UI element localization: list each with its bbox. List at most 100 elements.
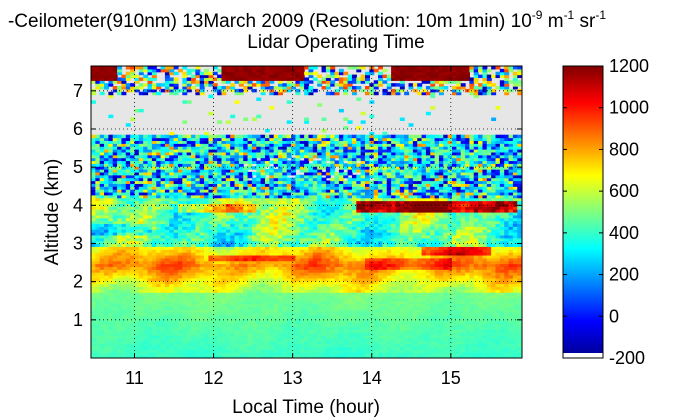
heatmap-cell bbox=[164, 77, 170, 81]
heatmap-cell bbox=[156, 340, 162, 345]
heatmap-cell bbox=[125, 220, 131, 225]
heatmap-cell bbox=[160, 189, 166, 193]
heatmap-cell bbox=[138, 108, 144, 113]
heatmap-cell bbox=[130, 166, 136, 170]
heatmap-cell bbox=[91, 283, 96, 288]
heatmap-cell bbox=[204, 300, 210, 305]
heatmap-cell bbox=[282, 83, 288, 87]
heatmap-cell bbox=[247, 260, 253, 265]
heatmap-cell bbox=[282, 154, 288, 159]
heatmap-cell bbox=[177, 203, 183, 207]
heatmap-cell bbox=[108, 352, 114, 356]
heatmap-cell bbox=[291, 297, 297, 302]
heatmap-cell bbox=[121, 286, 127, 290]
heatmap-cell bbox=[338, 312, 344, 316]
heatmap-cell bbox=[260, 68, 266, 73]
heatmap-cell bbox=[160, 160, 166, 164]
heatmap-cell bbox=[282, 300, 288, 305]
heatmap-cell bbox=[173, 232, 179, 236]
heatmap-cell bbox=[182, 317, 188, 322]
heatmap-cell bbox=[295, 349, 301, 353]
heatmap-cell bbox=[125, 254, 131, 259]
heatmap-cell bbox=[304, 252, 310, 256]
heatmap-cell bbox=[138, 257, 144, 262]
heatmap-cell bbox=[251, 160, 257, 164]
heatmap-cell bbox=[160, 229, 166, 233]
heatmap-cell bbox=[186, 149, 192, 153]
heatmap-cell bbox=[160, 140, 166, 144]
heatmap-cell bbox=[212, 86, 218, 90]
heatmap-cell bbox=[199, 157, 205, 162]
heatmap-cell bbox=[330, 295, 336, 299]
heatmap-cell bbox=[121, 320, 127, 325]
heatmap-cell bbox=[108, 160, 114, 164]
heatmap-cell bbox=[334, 154, 340, 159]
heatmap-cell bbox=[143, 240, 149, 245]
heatmap-cell bbox=[151, 349, 157, 353]
heatmap-cell bbox=[182, 163, 188, 167]
heatmap-cell bbox=[186, 68, 192, 73]
heatmap-cell bbox=[164, 349, 170, 353]
heatmap-cell bbox=[243, 226, 249, 230]
heatmap-cell bbox=[121, 226, 127, 230]
heatmap-cell bbox=[299, 309, 305, 313]
heatmap-cell bbox=[325, 295, 331, 299]
heatmap-cell bbox=[177, 226, 183, 230]
heatmap-cell bbox=[186, 71, 192, 76]
heatmap-cell bbox=[212, 309, 218, 313]
heatmap-cell bbox=[199, 323, 205, 328]
heatmap-cell bbox=[256, 206, 262, 210]
heatmap-cell bbox=[99, 163, 105, 167]
heatmap-cell bbox=[138, 252, 144, 256]
heatmap-cell bbox=[299, 257, 305, 262]
heatmap-cell bbox=[251, 249, 257, 253]
heatmap-cell bbox=[338, 134, 344, 139]
heatmap-cell bbox=[169, 232, 175, 236]
heatmap-cell bbox=[234, 297, 240, 302]
heatmap-cell bbox=[182, 346, 188, 351]
heatmap-cell bbox=[147, 189, 153, 193]
heatmap-cell bbox=[164, 254, 170, 259]
heatmap-cell bbox=[164, 68, 170, 73]
heatmap-cell bbox=[304, 326, 310, 330]
heatmap-cell bbox=[117, 280, 123, 285]
heatmap-cell bbox=[264, 269, 270, 273]
heatmap-cell bbox=[243, 171, 249, 176]
heatmap-cell bbox=[251, 117, 257, 121]
heatmap-cell bbox=[278, 180, 283, 184]
heatmap-cell bbox=[186, 206, 192, 210]
heatmap-cell bbox=[221, 249, 227, 253]
heatmap-cell bbox=[108, 80, 114, 84]
heatmap-cell bbox=[225, 252, 231, 256]
heatmap-cell bbox=[247, 252, 253, 256]
heatmap-cell bbox=[234, 234, 240, 239]
heatmap-cell bbox=[312, 180, 318, 184]
heatmap-cell bbox=[147, 134, 153, 139]
heatmap-cell bbox=[169, 246, 175, 250]
heatmap-cell bbox=[112, 249, 118, 253]
heatmap-cell bbox=[169, 212, 175, 216]
heatmap-cell bbox=[299, 269, 305, 273]
heatmap-cell bbox=[173, 180, 179, 184]
heatmap-cell bbox=[234, 260, 240, 265]
heatmap-cell bbox=[243, 77, 249, 81]
heatmap-cell bbox=[343, 355, 349, 358]
heatmap-cell bbox=[173, 77, 179, 81]
heatmap-cell bbox=[112, 86, 118, 90]
heatmap-cell bbox=[95, 263, 101, 267]
heatmap-cell bbox=[317, 160, 323, 164]
heatmap-cell bbox=[264, 292, 270, 296]
heatmap-cell bbox=[299, 315, 305, 319]
heatmap-cell bbox=[95, 337, 101, 342]
heatmap-cell bbox=[169, 189, 175, 193]
heatmap-cell bbox=[91, 340, 96, 345]
heatmap-cell bbox=[195, 266, 201, 270]
heatmap-cell bbox=[238, 337, 244, 342]
heatmap-cell bbox=[151, 206, 157, 210]
heatmap-cell bbox=[147, 174, 153, 179]
heatmap-cell bbox=[104, 249, 109, 253]
heatmap-cell bbox=[299, 286, 305, 290]
heatmap-cell bbox=[208, 180, 214, 184]
heatmap-cell bbox=[273, 220, 279, 225]
heatmap-cell bbox=[95, 280, 101, 285]
